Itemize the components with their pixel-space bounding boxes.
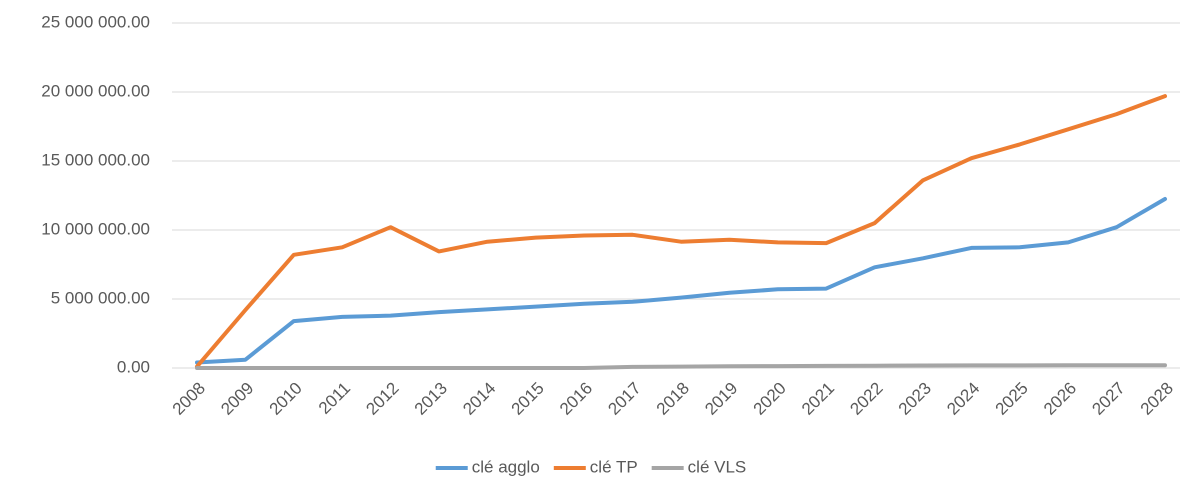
x-tick-label: 2024 (943, 379, 983, 419)
x-tick-label: 2027 (1088, 379, 1128, 419)
legend-label: clé agglo (472, 457, 540, 476)
x-tick-label: 2028 (1137, 379, 1177, 419)
y-tick-label: 15 000 000.00 (41, 150, 150, 169)
x-tick-label: 2013 (411, 379, 451, 419)
x-tick-label: 2012 (362, 379, 402, 419)
series-line (195, 94, 1167, 369)
x-tick-label: 2020 (750, 379, 790, 419)
x-tick-label: 2018 (653, 379, 693, 419)
x-tick-label: 2011 (315, 379, 354, 418)
x-tick-label: 2014 (459, 379, 499, 419)
x-tick-label: 2015 (508, 379, 548, 419)
x-tick-label: 2023 (895, 379, 935, 419)
x-tick-label: 2019 (701, 379, 741, 419)
x-tick-label: 2021 (798, 379, 838, 419)
x-tick-label: 2009 (217, 379, 257, 419)
y-tick-label: 10 000 000.00 (41, 219, 150, 238)
x-tick-label: 2025 (992, 379, 1032, 419)
x-tick-label: 2010 (266, 379, 306, 419)
x-tick-label: 2017 (604, 379, 644, 419)
y-tick-label: 0.00 (117, 357, 150, 376)
y-tick-label: 20 000 000.00 (41, 81, 150, 100)
x-tick-label: 2026 (1040, 379, 1080, 419)
legend-label: clé TP (590, 457, 638, 476)
legend-label: clé VLS (688, 457, 747, 476)
series-line (195, 197, 1167, 365)
x-tick-label: 2008 (169, 379, 209, 419)
y-tick-label: 25 000 000.00 (41, 12, 150, 31)
series-line (195, 363, 1167, 370)
x-tick-label: 2022 (846, 379, 886, 419)
x-tick-label: 2016 (556, 379, 596, 419)
y-tick-label: 5 000 000.00 (51, 288, 150, 307)
